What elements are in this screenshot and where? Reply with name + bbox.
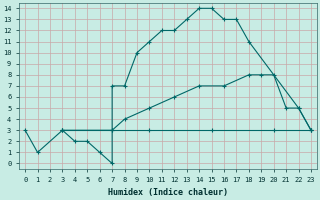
X-axis label: Humidex (Indice chaleur): Humidex (Indice chaleur) xyxy=(108,188,228,197)
